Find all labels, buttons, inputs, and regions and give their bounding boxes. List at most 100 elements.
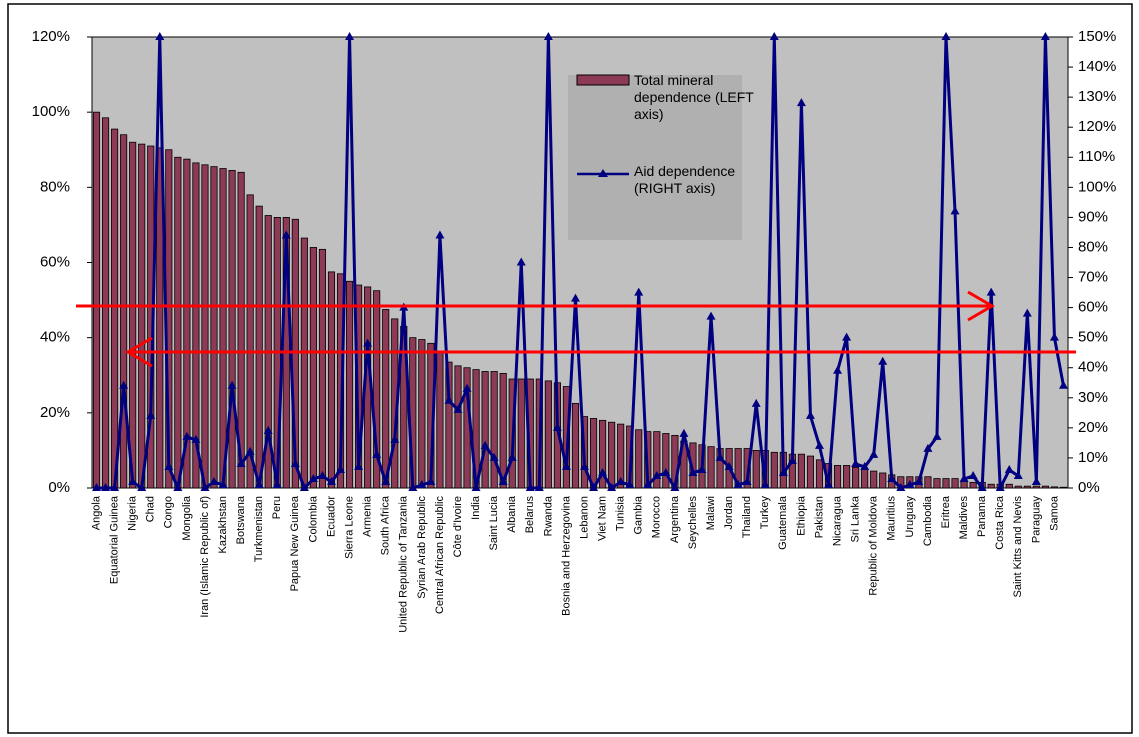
y2-tick-label: 50%: [1078, 329, 1108, 346]
y-tick-label: 0%: [48, 479, 70, 496]
line-marker: [525, 483, 535, 491]
line-marker: [1040, 32, 1050, 40]
line-marker: [191, 434, 201, 443]
marks: 0% 20% 40% 60% 80% 100% 120% 0% 10% 20% 30% 40% 50% 6…: [32, 28, 1117, 633]
line-marker: [878, 356, 888, 365]
line-marker: [679, 428, 689, 437]
bar: [436, 352, 444, 489]
x-tick-label: Nicaragua: [831, 495, 843, 546]
y-tick-label: 60%: [40, 253, 70, 270]
line-marker: [842, 332, 852, 341]
bar: [174, 156, 182, 489]
x-tick-label: Papua New Guinea: [289, 495, 301, 591]
line-marker: [805, 410, 815, 419]
bar: [318, 248, 327, 489]
line-marker: [209, 476, 219, 485]
line-marker: [778, 467, 788, 476]
x-tick-label: Botswana: [235, 495, 247, 544]
line-marker: [824, 479, 834, 488]
x-tick-label: Albania: [506, 495, 518, 533]
bar: [490, 371, 498, 489]
y2-tick-label: 110%: [1078, 148, 1115, 165]
x-tick-label: Turkey: [759, 496, 771, 530]
line-marker: [688, 467, 698, 476]
x-tick-label: Tunisia: [615, 495, 627, 531]
bar: [635, 429, 643, 489]
bar: [210, 166, 218, 489]
line-marker: [923, 443, 933, 452]
bar: [246, 194, 254, 489]
line-marker: [354, 461, 364, 470]
x-tick-label: Sri Lanka: [850, 495, 862, 542]
x-tick-label: Kazakhstan: [217, 496, 229, 553]
bar: [1059, 486, 1068, 489]
line-marker: [896, 483, 906, 491]
x-tick-label: Malawi: [705, 496, 717, 530]
arrow-head: [125, 336, 153, 368]
bar: [373, 290, 381, 489]
line-marker: [977, 483, 987, 491]
line-marker: [570, 293, 580, 302]
line-marker: [462, 383, 472, 392]
y2-tick-label: 80%: [1078, 238, 1108, 255]
bar: [92, 111, 101, 489]
line-marker: [480, 440, 490, 449]
line-marker: [986, 287, 996, 296]
line-marker: [245, 446, 255, 455]
bar: [969, 481, 977, 489]
line-marker: [760, 479, 770, 488]
line-marker: [787, 455, 797, 464]
line-marker: [941, 32, 951, 40]
y2-tick-label: 140%: [1078, 58, 1116, 75]
bar: [1032, 485, 1040, 489]
line-marker: [534, 483, 544, 491]
line-marker: [1004, 464, 1014, 473]
x-tick-label: Gambia: [633, 495, 645, 534]
y-tick-label: 120%: [32, 28, 70, 45]
x-tick-label: Argentina: [669, 495, 681, 543]
line-marker: [173, 483, 183, 491]
line-marker: [164, 461, 174, 470]
bar: [517, 378, 525, 489]
x-tick-label: Guatemala: [777, 495, 789, 550]
bar: [183, 158, 191, 489]
y2-tick-label: 150%: [1078, 28, 1116, 45]
bar: [599, 419, 607, 489]
bar: [987, 483, 995, 489]
y2-tick-label: 60%: [1078, 299, 1108, 316]
line-marker: [155, 32, 165, 40]
line-marker: [1013, 470, 1023, 479]
bar: [653, 431, 661, 489]
line-marker: [308, 473, 318, 482]
x-tick-label: Seychelles: [687, 496, 699, 550]
x-tick-label: Viet Nam: [596, 496, 608, 541]
line-marker: [742, 476, 752, 485]
x-tick-label: Angola: [90, 495, 102, 530]
bar: [833, 465, 842, 489]
bar: [843, 465, 851, 489]
bar: [138, 143, 146, 489]
bar: [544, 380, 552, 489]
x-tick-label: Costa Rica: [994, 495, 1006, 550]
bar: [951, 478, 959, 489]
bar: [608, 421, 616, 489]
line-marker: [345, 32, 355, 40]
bar: [1023, 485, 1031, 489]
x-tick-label: South Africa: [380, 495, 392, 555]
line-marker: [561, 461, 571, 470]
x-tick-label: Turkmenistan: [253, 496, 265, 562]
y2-tick-label: 120%: [1078, 118, 1116, 135]
bar: [1041, 485, 1049, 489]
line-marker: [92, 483, 102, 491]
x-tick-label: Uruguay: [904, 496, 916, 538]
legend-marker: [598, 169, 608, 177]
bar: [192, 162, 200, 489]
line-marker: [932, 431, 942, 440]
bar: [707, 446, 715, 489]
bar: [933, 478, 941, 489]
bar: [327, 271, 336, 489]
line-marker: [914, 476, 924, 485]
line-marker: [317, 470, 327, 479]
x-tick-label: Peru: [271, 496, 283, 519]
